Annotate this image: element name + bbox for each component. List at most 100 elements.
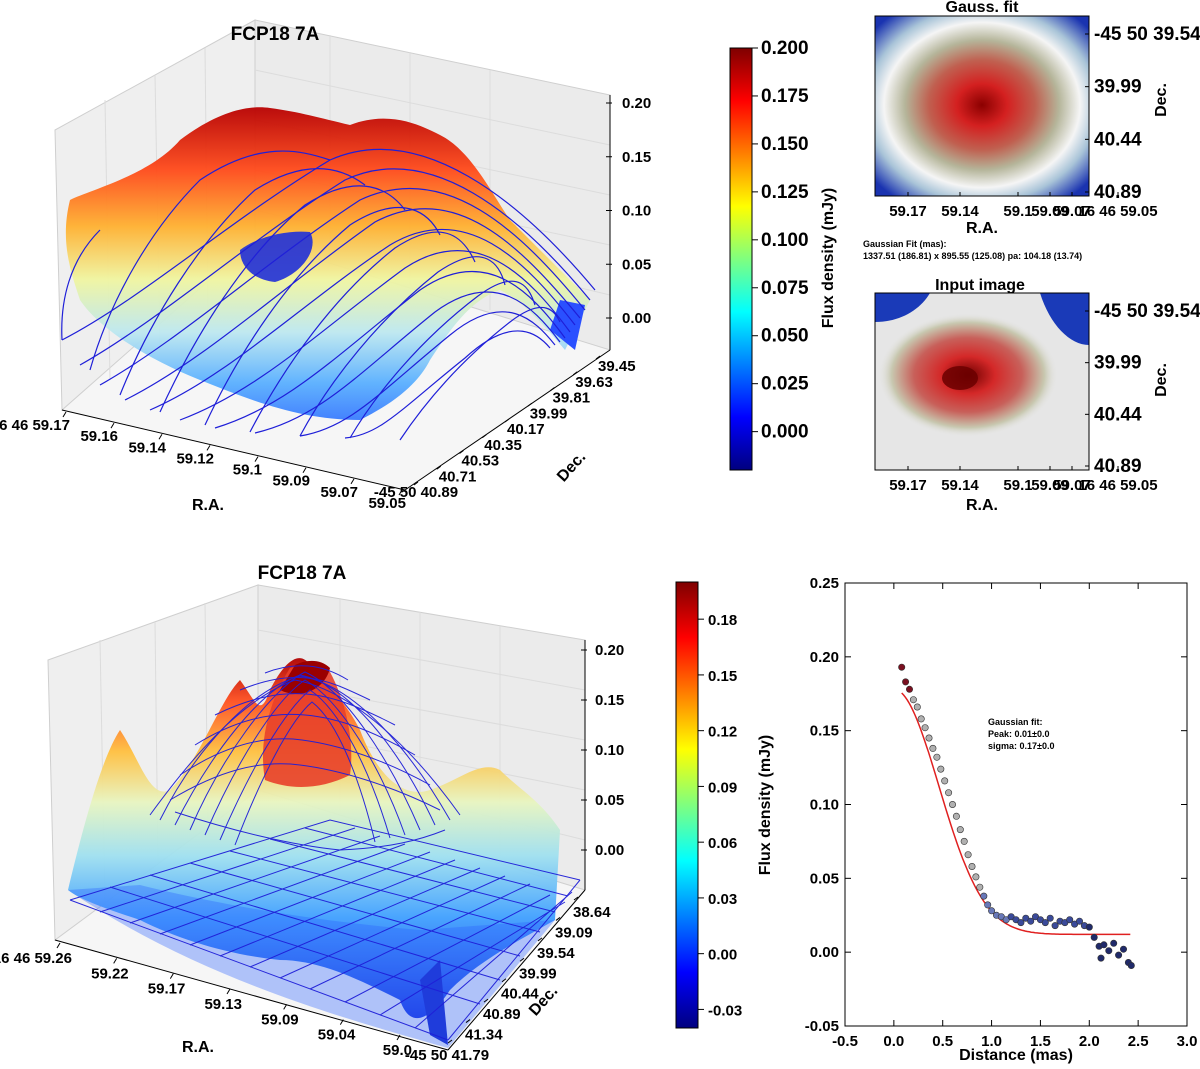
top-x-tick-label: 59.16 [80, 428, 118, 445]
top-y-tick-mark [413, 481, 419, 486]
profile-point [1105, 947, 1113, 955]
profile-point [956, 826, 964, 834]
input-image-xlabel: R.A. [966, 497, 998, 514]
bottom-x-tick-mark [113, 958, 118, 964]
profile-x-tick-label: 1.5 [1030, 1033, 1051, 1050]
profile-point [937, 765, 945, 773]
profile-x-tick-label: -0.5 [832, 1033, 858, 1050]
gauss-fit-x-tick-label: 59.14 [941, 203, 979, 220]
top-colorbar-tick-label: 0.100 [761, 230, 809, 251]
input-image-y-tick-label: 39.99 [1094, 353, 1142, 374]
profile-point [905, 685, 913, 693]
bottom-colorbar-tick-label: 0.12 [708, 724, 737, 741]
profile-point [964, 851, 972, 859]
profile-point [941, 777, 949, 785]
bottom-z-tick-label: 0.15 [595, 692, 624, 709]
profile-xlabel: Distance (mas) [959, 1047, 1073, 1064]
top-colorbar-tick-label: 0.025 [761, 374, 809, 395]
bottom-z-tick-label: 0.05 [595, 792, 624, 809]
top-colorbar-ticks: 0.200 0.175 0.150 0.125 0.100 0.075 0.050 0.025… [752, 38, 809, 443]
top-y-tick-label: 40.35 [484, 437, 522, 454]
input-image-y-tick-label: 40.89 [1094, 456, 1142, 477]
bottom-x-tick-label: 59.0 [383, 1042, 412, 1059]
bottom-axis-lines [54, 640, 586, 1051]
bottom-colorbar-tick-label: 0.00 [708, 947, 737, 964]
top-colorbar-label: Flux density (mJy) [820, 188, 837, 328]
bottom-x-tick-mark [396, 1034, 401, 1041]
bottom-xlabel: R.A. [182, 1039, 214, 1056]
profile-point [1115, 951, 1123, 959]
bottom-surface-plot: FCP18 7A 16 46 59.26 59.22 59.17 59.13 59.09… [0, 563, 624, 1064]
gauss-fit-y-tick-label: 39.99 [1094, 77, 1142, 98]
top-x-ticks: 16 46 59.17 59.16 59.14 59.12 59.1 59.09 59.07… [0, 411, 406, 512]
profile-point [1097, 954, 1105, 962]
profile-point [980, 892, 988, 900]
profile-point [1100, 941, 1108, 949]
profile-y-tick-label: -0.05 [805, 1018, 839, 1035]
bottom-y-tick-label: -45 50 41.79 [405, 1047, 489, 1064]
profile-x-tick-label: 1.0 [981, 1033, 1002, 1050]
profile-annotation-1: Gaussian fit: [988, 717, 1043, 727]
top-wireframe [61, 148, 596, 441]
profile-point [898, 663, 906, 671]
input-image-y-tick-label: -45 50 39.54 [1094, 301, 1200, 322]
profile-x-tick-label: 2.0 [1079, 1033, 1100, 1050]
bottom-z-tick-label: 0.00 [595, 842, 624, 859]
bottom-y-tick-mark [447, 1039, 453, 1044]
profile-point [1041, 919, 1049, 927]
profile-point [952, 812, 960, 820]
bottom-y-tick-mark [519, 957, 525, 962]
top-y-tick-label: -45 50 40.89 [374, 484, 458, 501]
bottom-colorbar-tick-label: 0.03 [708, 891, 737, 908]
top-y-tick-label: 40.53 [462, 453, 500, 470]
bottom-y-tick-label: 41.34 [465, 1027, 503, 1044]
top-y-tick-label: 39.81 [553, 390, 591, 407]
top-x-tick-mark [254, 456, 259, 462]
top-x-tick-mark [398, 489, 403, 496]
bottom-x-tick-mark [339, 1019, 344, 1025]
profile-point [1051, 922, 1059, 930]
bottom-z-ticks: 0.20 0.15 0.10 0.05 0.00 [581, 642, 624, 859]
bottom-y-tick-mark [573, 896, 579, 901]
input-image-x-tick-label: 16 46 59.05 [1078, 477, 1157, 494]
top-y-tick-label: 40.71 [439, 468, 477, 485]
gauss-fit-caption-1: Gaussian Fit (mas): [863, 239, 947, 249]
bottom-y-tick-mark [483, 998, 489, 1003]
profile-point [913, 703, 921, 711]
top-y-tick-mark [504, 418, 510, 423]
profile-point [984, 901, 992, 909]
profile-point [988, 907, 996, 915]
top-z-tick-label: 0.00 [622, 310, 651, 327]
profile-points [898, 663, 1135, 969]
profile-point [960, 837, 968, 845]
top-x-tick-label: 59.05 [368, 495, 406, 512]
input-image-x-tick-label: 59.07 [1053, 477, 1091, 494]
profile-point [972, 873, 980, 881]
profile-point [921, 724, 929, 732]
profile-point [1017, 919, 1025, 927]
gauss-fit-x-tick-label: 16 46 59.05 [1078, 203, 1157, 220]
top-x-tick-mark [206, 445, 211, 451]
gauss-fit-y-ticks: -45 50 39.54 39.99 40.44 40.89 [1085, 24, 1200, 203]
bottom-x-tick-mark [169, 973, 174, 979]
top-y-tick-mark [527, 402, 533, 407]
profile-point [976, 883, 984, 891]
bottom-colorbar-ticks: 0.18 0.15 0.12 0.09 0.06 0.03 0.00 -0.03 [698, 612, 742, 1019]
top-colorbar-tick-label: 0.150 [761, 134, 809, 155]
bottom-x-tick-label: 16 46 59.26 [0, 950, 72, 967]
bottom-x-tick-label: 59.17 [148, 981, 186, 998]
top-x-tick-mark [302, 467, 307, 473]
gauss-fit-title: Gauss. fit [946, 0, 1020, 16]
top-colorbar-tick-label: 0.000 [761, 422, 809, 443]
top-x-tick-label: 59.1 [233, 462, 262, 479]
top-z-tick-label: 0.10 [622, 203, 651, 220]
top-ylabel: Dec. [554, 449, 589, 485]
top-xlabel: R.A. [192, 497, 224, 514]
profile-point [933, 753, 941, 761]
bottom-colorbar: 0.18 0.15 0.12 0.09 0.06 0.03 0.00 -0.03 Flux d… [675, 581, 774, 1029]
input-image-x-tick-label: 59.14 [941, 477, 979, 494]
profile-x-tick-label: 0.0 [883, 1033, 904, 1050]
